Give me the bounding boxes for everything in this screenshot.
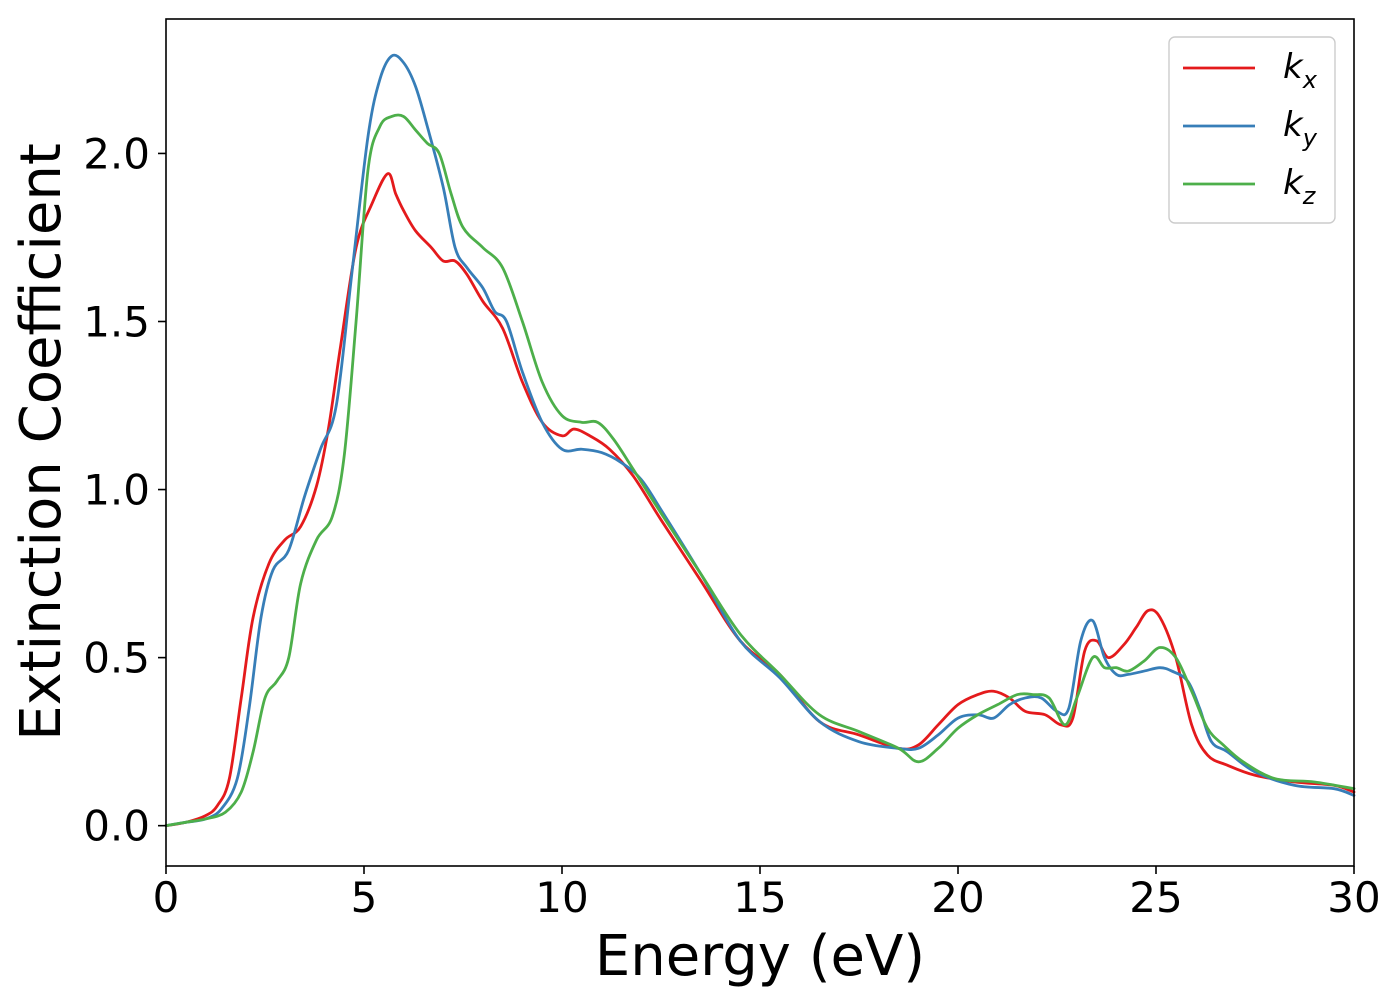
x-tick-label: 25: [1129, 873, 1182, 922]
y-axis-ticks: 0.0 0.5 1.0 1.5 2.0: [83, 129, 166, 851]
x-tick-label: 10: [535, 873, 588, 922]
x-tick-label: 20: [931, 873, 984, 922]
series-line-k-x: [164, 172, 1356, 828]
legend: kx ky kz: [1168, 36, 1336, 224]
y-tick-label: 1.5: [83, 298, 150, 347]
y-tick-label: 1.0: [83, 466, 150, 515]
x-tick-label: 5: [351, 873, 378, 922]
legend-label-k-y: ky: [1283, 105, 1318, 152]
x-axis-title: Energy (eV): [595, 924, 925, 989]
legend-box: [1168, 36, 1336, 224]
legend-label-k-x: kx: [1283, 47, 1318, 94]
y-tick-label: 2.0: [83, 129, 150, 178]
y-axis-title: Extinction Coefficient: [9, 143, 74, 741]
y-tick-label: 0.0: [83, 802, 150, 851]
y-tick-label: 0.5: [83, 634, 150, 683]
x-tick-label: 15: [733, 873, 786, 922]
legend-label-k-z: kz: [1283, 163, 1317, 210]
series-line-k-y: [164, 53, 1356, 828]
x-axis-ticks: 0 5 10 15 20 25 30: [153, 866, 1381, 922]
series-layer: [164, 53, 1356, 828]
series-line-k-z: [164, 113, 1356, 828]
x-tick-label: 0: [153, 873, 180, 922]
x-tick-label: 30: [1327, 873, 1380, 922]
